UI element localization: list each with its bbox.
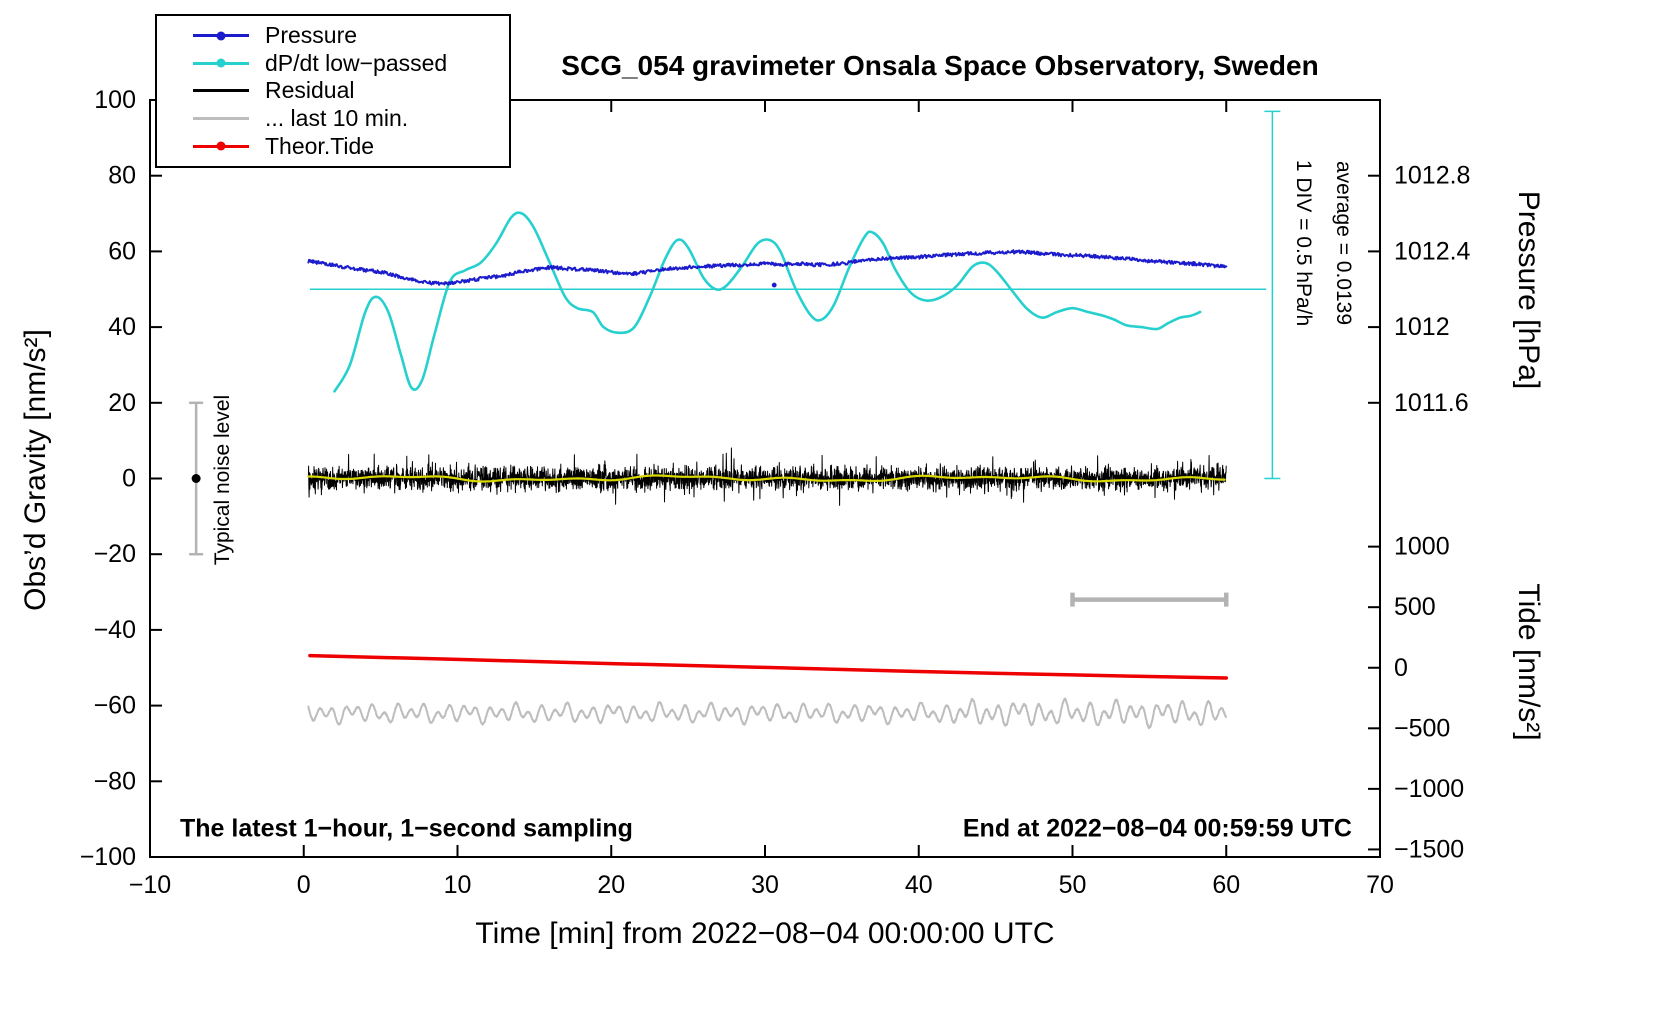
svg-text:−1000: −1000: [1394, 775, 1464, 803]
svg-text:−500: −500: [1394, 714, 1450, 742]
average-annotation: average = 0.0139: [1332, 160, 1355, 326]
svg-text:1000: 1000: [1394, 533, 1450, 561]
sampling-annotation: The latest 1−hour, 1−second sampling: [180, 814, 633, 843]
y-axis-label-pressure: Pressure [hPa]: [1512, 190, 1545, 390]
svg-text:20: 20: [108, 389, 136, 417]
legend-label: Pressure: [265, 22, 358, 49]
svg-text:80: 80: [108, 162, 136, 190]
chart-title: SCG_054 gravimeter Onsala Space Observat…: [561, 50, 1319, 81]
svg-text:−80: −80: [94, 767, 136, 795]
tide-line-marker: [193, 141, 249, 151]
legend-label: Theor.Tide: [265, 132, 375, 159]
legend-item-dpdt: dP/dt low−passed: [193, 50, 509, 76]
svg-text:0: 0: [1394, 654, 1408, 682]
legend: Pressure dP/dt low−passed Residual ... l…: [155, 14, 511, 168]
legend-label: dP/dt low−passed: [265, 49, 448, 76]
div-scale-annotation: 1 DIV = 0.5 hPa/h: [1292, 159, 1315, 327]
residual-line-marker: [193, 89, 249, 93]
svg-text:−100: −100: [80, 843, 136, 871]
svg-text:500: 500: [1394, 593, 1436, 621]
svg-text:1011.6: 1011.6: [1394, 389, 1469, 417]
svg-text:40: 40: [108, 313, 136, 341]
svg-text:100: 100: [94, 86, 136, 114]
y-axis-label-tide: Tide [nm/s²]: [1512, 583, 1545, 741]
svg-text:1012: 1012: [1394, 313, 1450, 341]
svg-text:30: 30: [751, 871, 779, 899]
svg-text:60: 60: [1212, 871, 1240, 899]
svg-text:60: 60: [108, 237, 136, 265]
svg-text:−20: −20: [94, 540, 136, 568]
dpdt-line-marker: [193, 58, 249, 68]
y-axis-label-gravity: Obs’d Gravity [nm/s²]: [19, 329, 52, 611]
legend-item-last10: ... last 10 min.: [193, 105, 509, 132]
svg-text:1012.8: 1012.8: [1394, 162, 1470, 190]
svg-text:0: 0: [297, 871, 311, 899]
svg-text:40: 40: [905, 871, 933, 899]
legend-label: ... last 10 min.: [265, 105, 409, 132]
legend-label: Residual: [265, 77, 355, 104]
svg-text:−40: −40: [94, 616, 136, 644]
svg-text:70: 70: [1366, 871, 1394, 899]
x-axis-label: Time [min] from 2022−08−04 00:00:00 UTC: [475, 917, 1055, 950]
svg-text:−10: −10: [129, 871, 171, 899]
svg-text:−60: −60: [94, 692, 136, 720]
svg-text:20: 20: [597, 871, 625, 899]
svg-text:50: 50: [1059, 871, 1087, 899]
svg-text:−1500: −1500: [1394, 835, 1464, 863]
last10-line-marker: [193, 117, 249, 121]
legend-item-residual: Residual: [193, 77, 509, 104]
svg-text:1012.4: 1012.4: [1394, 237, 1471, 265]
legend-item-tide: Theor.Tide: [193, 133, 509, 159]
svg-text:10: 10: [444, 871, 472, 899]
svg-text:0: 0: [122, 465, 136, 493]
noise-level-annotation: Typical noise level: [211, 394, 234, 566]
end-time-annotation: End at 2022−08−04 00:59:59 UTC: [962, 814, 1352, 843]
legend-item-pressure: Pressure: [193, 22, 509, 49]
pressure-line-marker: [193, 31, 249, 41]
